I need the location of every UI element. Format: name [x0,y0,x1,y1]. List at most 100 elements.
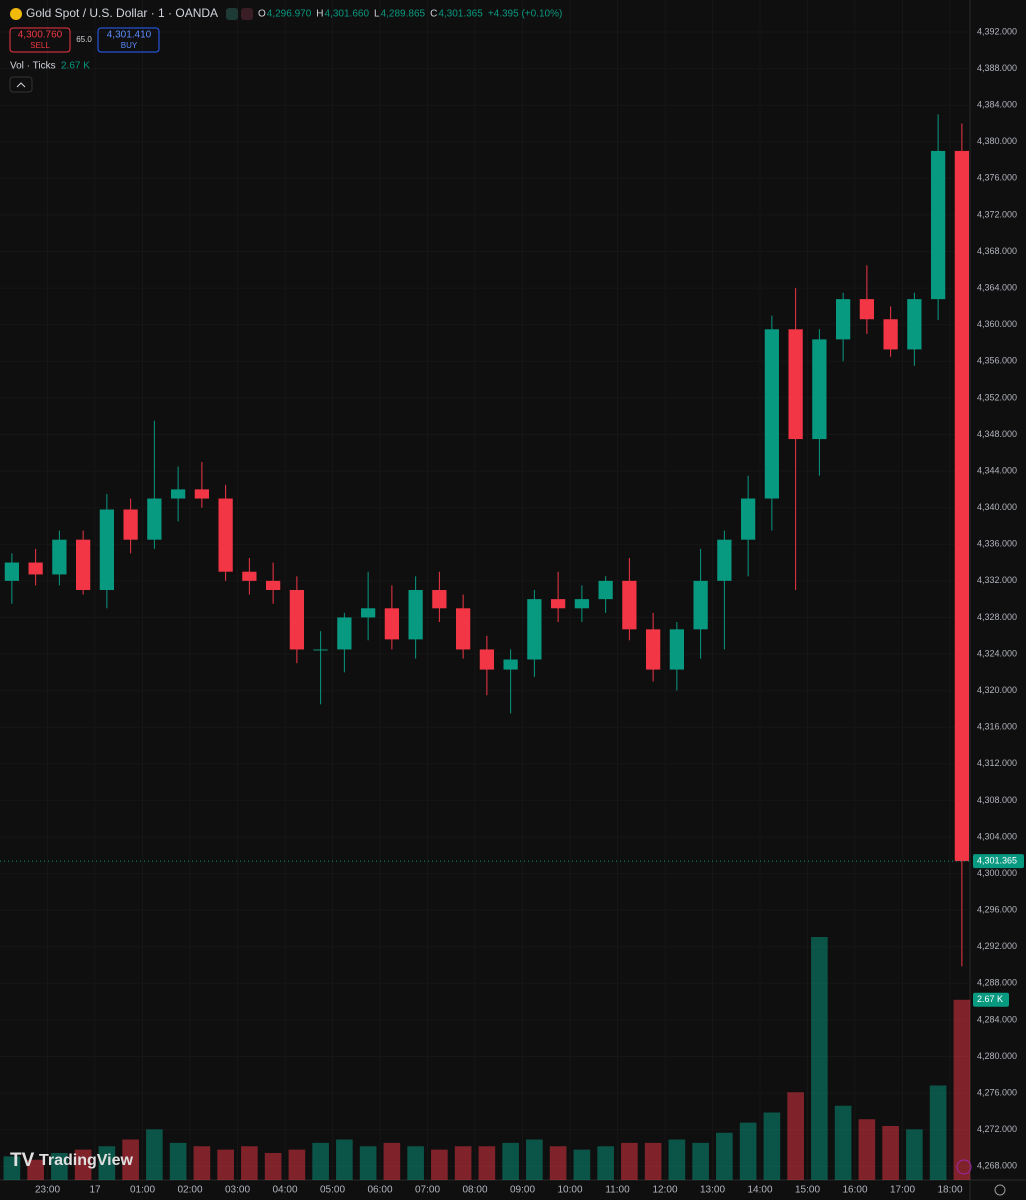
volume-bar [787,1092,804,1180]
y-tick-label: 4,392.000 [977,26,1017,36]
y-tick-label: 4,272.000 [977,1124,1017,1134]
volume-bar [906,1129,923,1180]
y-tick-label: 4,380.000 [977,136,1017,146]
y-tick-label: 4,336.000 [977,539,1017,549]
collapse-button[interactable] [9,76,33,93]
y-tick-label: 4,316.000 [977,722,1017,732]
x-tick-label: 01:00 [130,1185,155,1196]
symbol[interactable]: Gold Spot / U.S. Dollar · 1 · OANDA [26,6,218,20]
x-tick-label: 08:00 [462,1185,487,1196]
volume-bar [929,1085,947,1180]
ohlc-value: 4,301.365 [438,9,483,20]
candle-body [289,590,304,650]
x-tick-label: 09:00 [510,1185,535,1196]
candle-body [931,150,946,300]
last-price-label: 4,301.365 [977,855,1017,865]
volume-bar [3,1156,21,1180]
volume-bar [383,1142,401,1180]
candle-body [693,580,708,630]
candle-body [669,629,684,670]
candle-body [171,489,186,499]
sell-label: SELL [30,41,50,50]
y-tick-label: 4,340.000 [977,502,1017,512]
volume-bar [502,1142,519,1180]
volume-bar [193,1146,211,1180]
buy-button[interactable] [97,27,160,53]
symbol-icon [10,8,22,20]
candle-body [907,299,922,350]
volume-bar [359,1146,377,1180]
replay-icon[interactable] [956,1159,972,1175]
x-tick-label: 15:00 [795,1185,820,1196]
x-tick-label: 02:00 [177,1185,202,1196]
volume-bar [431,1149,448,1180]
y-tick-label: 4,360.000 [977,319,1017,329]
y-tick-label: 4,312.000 [977,758,1017,768]
branding: TradingView [39,1152,134,1169]
candle-body [4,562,19,581]
y-tick-label: 4,320.000 [977,685,1017,695]
volume-bar [478,1146,496,1180]
x-tick-label: 13:00 [700,1185,725,1196]
candle-body [836,299,851,340]
volume-bar [312,1142,329,1180]
volume-bar [51,1153,68,1180]
volume-bar [122,1139,139,1180]
settings-icon[interactable] [994,1184,1006,1196]
y-tick-label: 4,352.000 [977,392,1017,402]
candle-body [266,580,281,590]
volume-bar [27,1159,44,1180]
candle-body [503,659,518,670]
candle-body [954,150,969,862]
candle-body [456,608,471,650]
volume-bar [858,1119,876,1180]
volume-bar [882,1126,899,1180]
x-tick-label: 06:00 [367,1185,392,1196]
y-tick-label: 4,344.000 [977,465,1017,475]
x-tick-label: 07:00 [415,1185,440,1196]
ohlc-key: O [258,9,266,20]
y-tick-label: 4,292.000 [977,941,1017,951]
ohlc-key: C [430,9,437,20]
candle-body [384,608,399,640]
volume-tag [973,992,1009,1007]
sell-button[interactable] [9,27,71,53]
candle-body [408,590,423,640]
y-tick-label: 4,284.000 [977,1014,1017,1024]
volume-bar [811,937,828,1180]
volume-value: 2.67 K [61,61,90,72]
buy-price: 4,301.410 [107,30,152,41]
volume-bar [573,1149,591,1180]
y-tick-label: 4,280.000 [977,1051,1017,1061]
volume-bar [264,1153,282,1180]
x-tick-label: 17 [89,1185,101,1196]
x-tick-label: 04:00 [272,1185,297,1196]
y-tick-label: 4,304.000 [977,831,1017,841]
status-icon [226,8,238,20]
volume-bar [763,1112,781,1180]
candle-body [432,590,447,609]
y-tick-label: 4,364.000 [977,283,1017,293]
x-tick-label: 10:00 [557,1185,582,1196]
status-icon [241,8,253,20]
candle-body [76,539,91,590]
volume-bar [288,1149,306,1180]
candle-body [194,489,209,499]
y-tick-label: 4,288.000 [977,978,1017,988]
x-tick-label: 14:00 [747,1185,772,1196]
x-tick-label: 12:00 [652,1185,677,1196]
volume-bar [336,1139,353,1180]
volume-bar [834,1105,852,1180]
candle-body [361,608,376,618]
candle-body [622,580,637,630]
volume-bar [217,1149,234,1180]
candle-body [242,571,257,581]
candle-body [313,649,328,651]
volume-bar [739,1122,757,1180]
ohlc-change: +4.395 (+0.10%) [488,9,563,20]
candle-body [883,319,898,350]
volume-title: Vol · Ticks [10,61,56,72]
volume-bar [597,1146,614,1180]
